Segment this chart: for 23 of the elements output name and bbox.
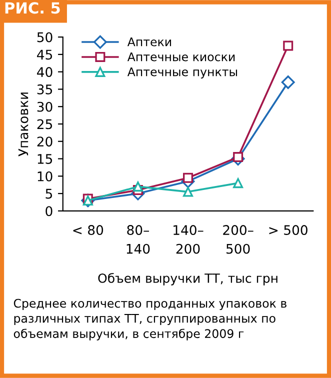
y-tick-label: 40 — [37, 67, 52, 78]
y-tick-label: 45 — [37, 50, 52, 60]
legend-label: Аптеки — [127, 38, 172, 46]
y-tick-label: 15 — [38, 154, 52, 164]
x-axis-title: Объем выручки ТТ, тыс грн — [98, 273, 278, 286]
x-tick-label: 200– 500 — [223, 225, 254, 254]
y-tick-label: 0 — [46, 206, 52, 216]
y-tick-label: 20 — [37, 136, 52, 147]
text: Среднее количество проданных упаковок в различных типах ТТ, сгруппированных по объемам выручки, в сентябре 2009 г — [14, 298, 286, 340]
chart-title: РИС. 5 — [5, 2, 60, 14]
y-tick-label: 5 — [46, 188, 52, 199]
y-tick-label: 25 — [37, 119, 52, 130]
x-tick-label: > 500 — [269, 225, 308, 236]
y-tick-label: 50 — [37, 32, 52, 42]
legend-label: Аптечные киоски — [127, 52, 235, 62]
x-tick-label: < 80 — [73, 225, 104, 236]
y-axis-title: Упаковки — [18, 92, 28, 156]
x-tick-label: 80– 140 — [126, 225, 150, 254]
y-tick-label: 30 — [37, 102, 52, 112]
y-tick-label: 10 — [38, 171, 52, 182]
legend-label: Аптечные пункты — [127, 67, 238, 79]
y-tick-label: 35 — [37, 84, 52, 94]
x-tick-label: 140– 200 — [174, 225, 204, 254]
